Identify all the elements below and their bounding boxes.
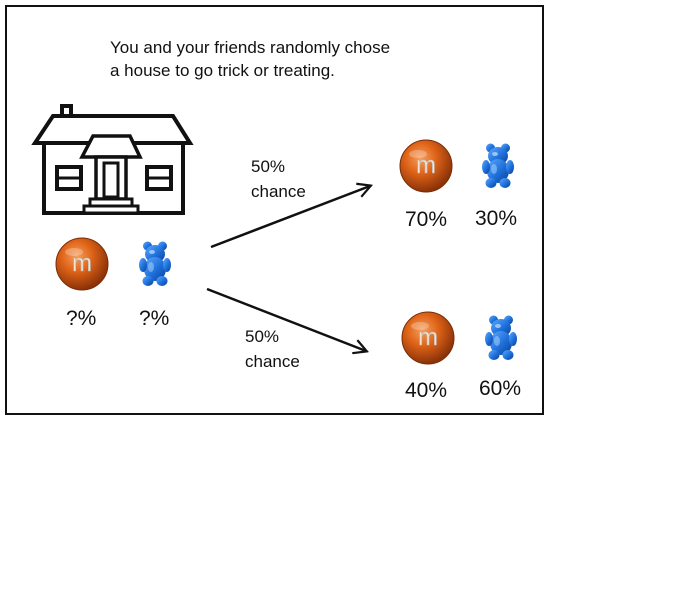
branch-2-chance: 50% chance <box>245 324 300 374</box>
branch-1-chance-word: chance <box>251 182 306 201</box>
scenario-line-1: You and your friends randomly chose <box>110 38 391 57</box>
gummy-bear-icon <box>482 143 514 188</box>
house-icon <box>31 104 194 215</box>
branch-1-gummy-percent: 30% <box>475 207 518 230</box>
branch-1-chocolate-percent: 70% <box>405 208 448 231</box>
branch-2-chance-word: chance <box>245 352 300 371</box>
scenario-text: You and your friends randomly chose a ho… <box>110 36 450 82</box>
arrow-to-second-outcome <box>206 287 366 351</box>
chocolate-candy-icon <box>55 237 109 291</box>
gummy-bear-icon <box>139 241 171 286</box>
chocolate-candy-icon <box>401 311 455 365</box>
unknown-gummy-percent: ?% <box>139 307 170 330</box>
branch-1-chance-value: 50% <box>251 157 286 176</box>
branch-2-chance-value: 50% <box>245 327 280 346</box>
branch-2-chocolate-percent: 40% <box>405 379 448 402</box>
unknown-chocolate-percent: ?% <box>66 307 97 330</box>
chocolate-candy-icon <box>399 139 453 193</box>
scenario-line-2: a house to go trick or treating. <box>110 61 335 80</box>
arrow-to-first-outcome <box>210 186 370 249</box>
branch-1-chance: 50% chance <box>251 154 306 204</box>
branch-2-gummy-percent: 60% <box>479 377 522 400</box>
gummy-bear-icon <box>485 315 517 360</box>
